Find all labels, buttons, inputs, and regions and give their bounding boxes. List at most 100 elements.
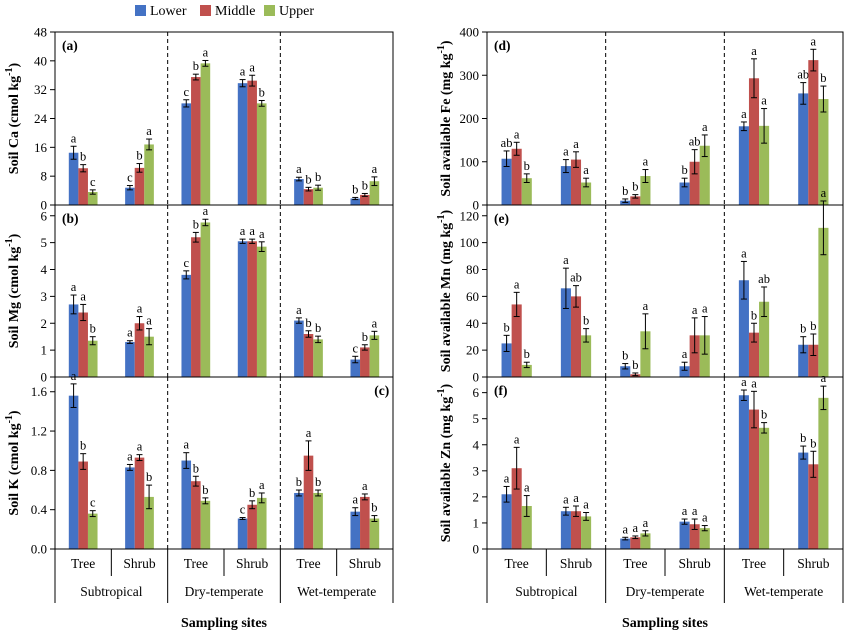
bar-upper (759, 301, 770, 377)
significance-letter: a (352, 493, 358, 507)
significance-letter: b (193, 59, 199, 73)
y-tick-label: 1 (473, 515, 480, 530)
bar-lower (350, 511, 361, 549)
bar-middle (808, 60, 819, 205)
significance-letter: a (643, 516, 649, 530)
bar-lower (68, 152, 79, 205)
significance-letter: b (583, 314, 589, 328)
bar-middle (808, 464, 819, 549)
y-tick-label: 300 (460, 68, 480, 83)
bar-middle (689, 161, 700, 205)
y-tick-label: 40 (34, 53, 47, 68)
significance-letter: c (90, 496, 96, 510)
y-axis-title-main: Soil Mg (cmol kg (7, 247, 22, 349)
bar-middle (360, 496, 370, 549)
significance-letter: a (71, 280, 77, 294)
bar-upper (256, 103, 267, 205)
bar-upper (87, 513, 98, 549)
bar-lower (181, 103, 192, 205)
bar-middle (78, 168, 88, 205)
bar-lower (125, 187, 135, 205)
y-tick-label: 5 (473, 411, 480, 426)
legend-swatch-middle (200, 5, 211, 16)
significance-letter: b (632, 180, 638, 194)
significance-letter: a (692, 303, 698, 317)
y-axis-title: Soil Mg (cmol kg-1) (4, 233, 22, 348)
significance-letter: a (71, 369, 77, 383)
bar-middle (191, 237, 201, 377)
significance-letter: a (372, 316, 378, 330)
legend-swatch-upper (264, 5, 275, 16)
y-tick-label: 48 (34, 25, 47, 40)
vegetation-label: Tree (505, 556, 529, 571)
y-axis-title-end: ) (439, 209, 454, 214)
y-tick-label: 0 (41, 198, 48, 213)
bar-middle (630, 537, 641, 549)
y-axis-title: Soil available Mn (mg kg-1) (436, 209, 454, 372)
significance-letter: b (810, 319, 816, 333)
y-tick-label: 1 (41, 343, 48, 358)
y-tick-label: 6 (473, 385, 480, 400)
site-label: Subtropical (80, 584, 142, 599)
vegetation-label: Shrub (560, 556, 593, 571)
bar-middle (247, 241, 257, 377)
panel-frame (54, 376, 394, 550)
bar-middle (689, 335, 700, 377)
bar-lower (620, 366, 631, 377)
significance-letter: c (183, 85, 189, 99)
y-axis-title: Soil available Zn (mg kg-1) (436, 383, 454, 542)
significance-letter: a (203, 45, 209, 59)
bar-lower (125, 467, 135, 549)
significance-letter: a (573, 491, 579, 505)
bar-lower (798, 344, 809, 377)
significance-letter: a (563, 492, 569, 506)
significance-letter: a (504, 471, 510, 485)
significance-letter: a (296, 303, 302, 317)
significance-letter: b (305, 172, 311, 186)
vegetation-label: Shrub (349, 556, 382, 571)
bar-middle (689, 524, 700, 549)
significance-letter: a (811, 34, 817, 48)
bar-middle (570, 159, 582, 205)
panel-letter: (f) (494, 383, 508, 398)
bar-upper (369, 518, 380, 549)
bar-lower (294, 492, 304, 549)
bar-upper (87, 340, 98, 377)
bar-middle (748, 78, 760, 205)
y-tick-label: 0.4 (31, 502, 48, 517)
y-tick-label: 0.8 (31, 463, 47, 478)
significance-letter: c (352, 341, 358, 355)
significance-letter: a (249, 60, 255, 74)
significance-letter: ab (501, 136, 513, 150)
bar-middle (191, 481, 201, 549)
significance-letter: a (80, 289, 86, 303)
bar-upper (521, 506, 532, 549)
panel-letter: (e) (494, 211, 509, 226)
significance-letter: b (249, 486, 255, 500)
bar-lower (501, 158, 512, 205)
significance-letter: b (681, 163, 687, 177)
y-axis-title-sup: -1 (4, 67, 15, 75)
bar-upper (759, 125, 770, 205)
bar-lower (350, 198, 361, 205)
y-tick-label: 3 (473, 463, 480, 478)
significance-letter: a (249, 224, 255, 238)
significance-letter: a (306, 426, 312, 440)
bar-middle (570, 511, 582, 549)
significance-letter: b (80, 150, 86, 164)
y-axis-title-main: Soil available Mn (mg kg (439, 223, 454, 372)
bar-upper (144, 336, 154, 377)
significance-letter: b (751, 308, 757, 322)
significance-letter: a (71, 131, 77, 145)
significance-letter: a (137, 302, 143, 316)
site-label: Wet-temperate (744, 584, 823, 599)
significance-letter: b (352, 182, 358, 196)
y-tick-label: 60 (466, 289, 479, 304)
y-tick-label: 6 (41, 208, 48, 223)
bar-lower (294, 179, 304, 205)
significance-letter: b (193, 217, 199, 231)
y-axis-title-sup: -1 (4, 415, 15, 423)
